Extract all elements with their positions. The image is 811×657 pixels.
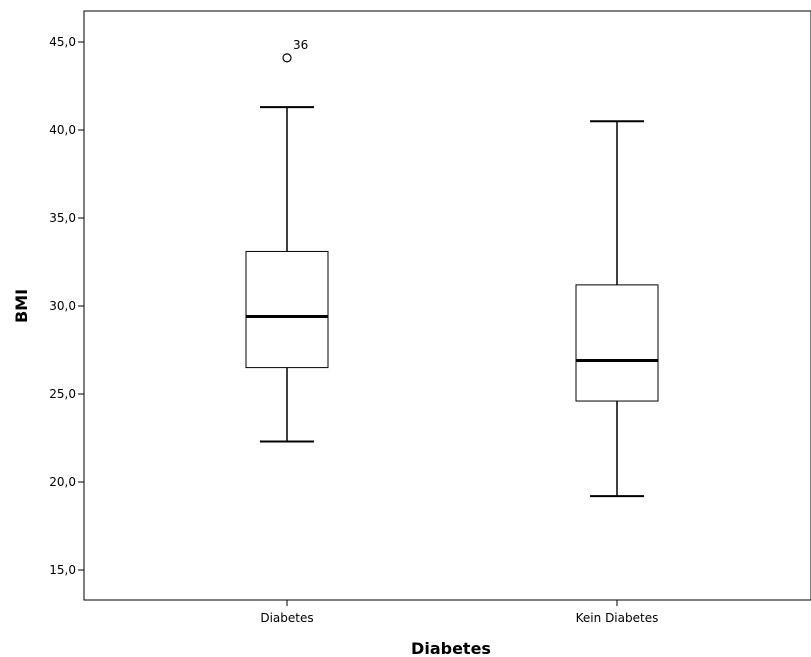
y-axis: 15,0 20,0 25,0 30,0 35,0 40,0 45,0 (49, 35, 84, 577)
x-tick-label: Kein Diabetes (576, 611, 659, 625)
box-series: 36 (245, 38, 659, 498)
iqr-box (575, 284, 659, 402)
y-tick-label: 35,0 (49, 211, 76, 225)
y-tick-label: 20,0 (49, 475, 76, 489)
x-axis-title: Diabetes (411, 639, 491, 657)
box-2 (575, 120, 659, 498)
y-tick-label: 40,0 (49, 123, 76, 137)
outlier-label: 36 (293, 38, 308, 52)
y-tick-label: 15,0 (49, 563, 76, 577)
plot-frame (83, 10, 811, 601)
outlier-point (282, 53, 292, 63)
y-tick-label: 45,0 (49, 35, 76, 49)
box-1: 36 (245, 38, 329, 443)
x-axis: Diabetes Kein Diabetes (260, 600, 658, 625)
y-tick-label: 30,0 (49, 299, 76, 313)
y-axis-title: BMI (12, 289, 31, 323)
x-tick-label: Diabetes (260, 611, 313, 625)
iqr-box (245, 250, 329, 369)
y-tick-label: 25,0 (49, 387, 76, 401)
